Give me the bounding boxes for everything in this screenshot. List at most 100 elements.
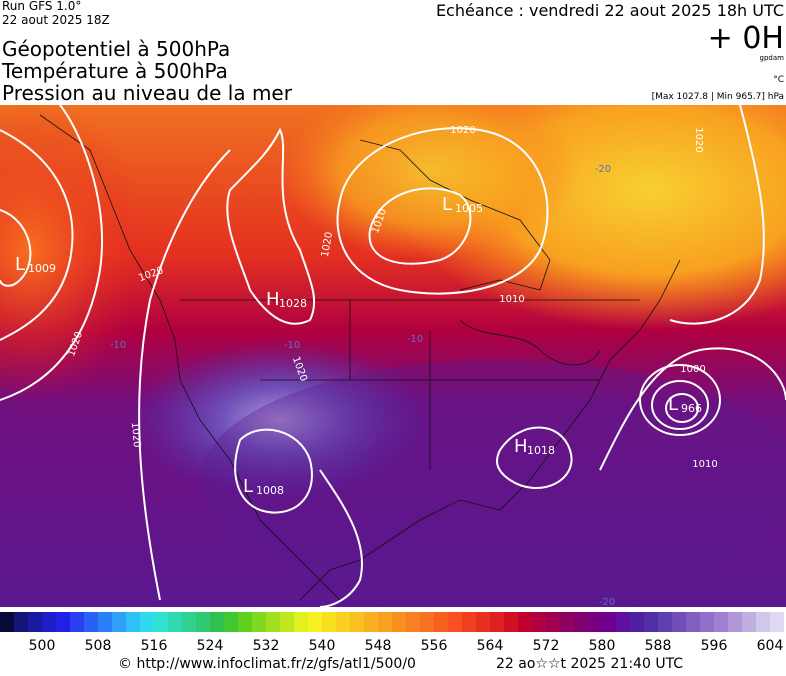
colorbar-swatch <box>238 612 252 632</box>
center-letter: L <box>15 254 25 275</box>
temperature-label: -20 <box>599 597 615 608</box>
colorbar-tick-label: 516 <box>141 638 168 654</box>
colorbar-swatch <box>308 612 322 632</box>
footer-source: © http://www.infoclimat.fr/z/gfs/atl1/50… <box>118 656 416 672</box>
colorbar-tick-label: 556 <box>421 638 448 654</box>
colorbar-tick-label: 580 <box>589 638 616 654</box>
colorbar-swatch <box>378 612 392 632</box>
colorbar-swatch <box>182 612 196 632</box>
colorbar-tick-label: 564 <box>477 638 504 654</box>
colorbar-swatch <box>588 612 602 632</box>
colorbar-swatch <box>700 612 714 632</box>
colorbar-swatch <box>392 612 406 632</box>
colorbar-swatch <box>224 612 238 632</box>
colorbar-swatch <box>518 612 532 632</box>
unit-temp: °C <box>773 75 784 85</box>
temperature-label: -10 <box>407 334 423 345</box>
colorbar-swatch <box>154 612 168 632</box>
offset: + 0H <box>708 21 784 56</box>
colorbar-swatch <box>28 612 42 632</box>
colorbar-tick-label: 604 <box>757 638 784 654</box>
colorbar-swatch <box>350 612 364 632</box>
run-date: 22 aout 2025 18Z <box>2 13 110 27</box>
colorbar-swatch <box>294 612 308 632</box>
center-value: 1008 <box>256 484 284 497</box>
colorbar-swatch <box>476 612 490 632</box>
center-value: 1018 <box>527 444 555 457</box>
isobar-label: 1020 <box>693 127 704 152</box>
isobar-label: 1020 <box>129 422 142 448</box>
colorbar-tick-label: 596 <box>701 638 728 654</box>
colorbar-swatch <box>742 612 756 632</box>
colorbar-swatch <box>0 612 14 632</box>
temperature-label: -20 <box>595 164 611 175</box>
colorbar-swatch <box>336 612 350 632</box>
colorbar-swatch <box>266 612 280 632</box>
center-value: 1005 <box>455 202 483 215</box>
colorbar-swatch <box>210 612 224 632</box>
colorbar-swatch <box>280 612 294 632</box>
colorbar-tick-label: 508 <box>85 638 112 654</box>
colorbar-swatch <box>728 612 742 632</box>
colorbar-swatch <box>322 612 336 632</box>
colorbar-tick-label: 548 <box>365 638 392 654</box>
colorbar-swatch <box>644 612 658 632</box>
temperature-label: -10 <box>110 340 126 351</box>
colorbar-swatch <box>756 612 770 632</box>
colorbar-swatch <box>504 612 518 632</box>
colorbar-swatch <box>112 612 126 632</box>
temperature-label: -10 <box>284 340 300 351</box>
echeance: Echéance : vendredi 22 aout 2025 18h UTC <box>436 1 784 20</box>
colorbar-tick-label: 500 <box>29 638 56 654</box>
colorbar-swatch <box>196 612 210 632</box>
colorbar-swatch <box>126 612 140 632</box>
colorbar-swatch <box>546 612 560 632</box>
isobar-label: 1000 <box>680 364 705 375</box>
isobar-label: 1010 <box>692 459 717 470</box>
isobar-label: 1020 <box>320 231 335 258</box>
center-value: 1028 <box>279 297 307 310</box>
colorbar-swatch <box>532 612 546 632</box>
center-value: 1009 <box>28 262 56 275</box>
center-letter: L <box>442 194 452 215</box>
colorbar-swatch <box>70 612 84 632</box>
colorbar-swatch <box>14 612 28 632</box>
center-value: 966 <box>681 402 702 415</box>
colorbar-swatch <box>672 612 686 632</box>
center-letter: H <box>266 289 280 310</box>
colorbar-swatch <box>770 612 784 632</box>
colorbar-tick-label: 572 <box>533 638 560 654</box>
colorbar-swatch <box>42 612 56 632</box>
pressure-range: [Max 1027.8 | Min 965.7] hPa <box>652 92 784 102</box>
colorbar-swatch <box>560 612 574 632</box>
title: Température à 500hPa <box>1 59 228 83</box>
colorbar-swatch <box>686 612 700 632</box>
colorbar-swatch <box>168 612 182 632</box>
run: Run GFS 1.0° <box>2 0 81 13</box>
colorbar-swatch <box>616 612 630 632</box>
colorbar-swatch <box>420 612 434 632</box>
center-letter: L <box>668 394 678 415</box>
colorbar-swatch <box>602 612 616 632</box>
colorbar-swatch <box>406 612 420 632</box>
isobar-label: 1010 <box>499 294 524 305</box>
colorbar-swatch <box>448 612 462 632</box>
colorbar-swatch <box>630 612 644 632</box>
colorbar-swatch <box>490 612 504 632</box>
colorbar-swatch <box>462 612 476 632</box>
colorbar-swatch <box>658 612 672 632</box>
colorbar-swatch <box>434 612 448 632</box>
title: Géopotentiel à 500hPa <box>2 37 230 61</box>
colorbar-swatch <box>252 612 266 632</box>
colorbar-swatch <box>56 612 70 632</box>
colorbar-swatch <box>84 612 98 632</box>
colorbar-swatch <box>364 612 378 632</box>
colorbar-tick-label: 588 <box>645 638 672 654</box>
unit-geo: gpdam <box>760 54 785 62</box>
isobar-label: 1020 <box>450 125 475 136</box>
colorbar-swatch <box>98 612 112 632</box>
colorbar-tick-label: 540 <box>309 638 336 654</box>
colorbar-tick-label: 532 <box>253 638 280 654</box>
colorbar: 500 508 516 524 532 540 548 556 564 572 580 588 596 6… <box>0 612 784 654</box>
